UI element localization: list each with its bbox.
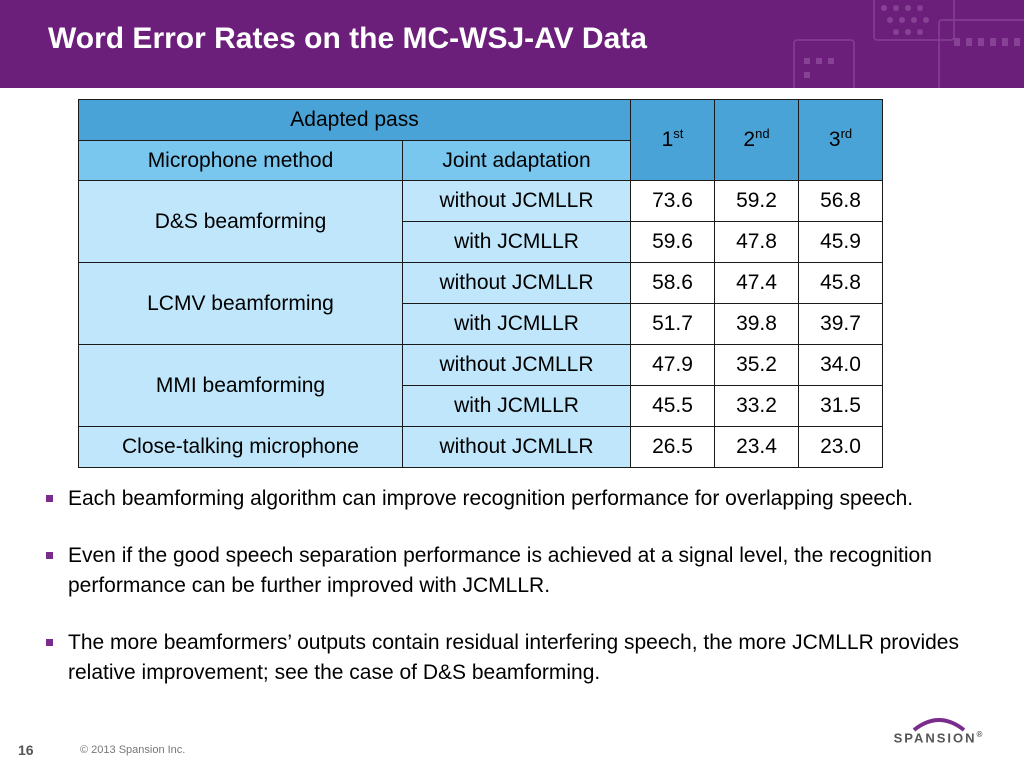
value-cell: 31.5 [798,385,883,427]
method-cell: Close-talking microphone [78,426,403,468]
list-item: Each beamforming algorithm can improve r… [44,484,1004,514]
copyright-text: © 2013 Spansion Inc. [80,744,186,756]
value-cell: 39.7 [798,303,883,345]
value-cell: 47.4 [714,262,799,304]
table-row: MMI beamforming without JCMLLR 47.9 35.2… [78,344,883,427]
method-cell: MMI beamforming [78,344,403,427]
page-number: 16 [18,742,34,758]
value-cell: 73.6 [630,180,715,222]
value-cell: 34.0 [798,344,883,386]
square-bullet-icon [46,495,53,502]
method-cell: LCMV beamforming [78,262,403,345]
header-adapted-pass: Adapted pass [78,99,631,141]
square-bullet-icon [46,552,53,559]
wer-table-container: Adapted pass 1st 2nd 3rd Microphone meth… [78,99,883,468]
bullet-text: Each beamforming algorithm can improve r… [68,487,914,510]
bullet-text: The more beamformers’ outputs contain re… [68,631,959,684]
slide-header: Word Error Rates on the MC-WSJ-AV Data [0,0,1024,88]
adaptation-cell: without JCMLLR [402,344,631,386]
value-cell: 45.8 [798,262,883,304]
table-row: LCMV beamforming without JCMLLR 58.6 47.… [78,262,883,345]
logo-wordmark: SPANSION® [884,730,994,745]
pass-suffix: rd [840,126,853,141]
header-pass-1: 1st [630,99,715,181]
logo-name: SPANSION [893,730,977,746]
value-cell: 47.8 [714,221,799,263]
bullet-list: Each beamforming algorithm can improve r… [44,484,1004,715]
value-cell: 35.2 [714,344,799,386]
value-cell: 26.5 [630,426,715,468]
chip-decoration-icon [793,0,1024,88]
value-cell: 45.9 [798,221,883,263]
pass-suffix: st [673,126,684,141]
value-cell: 51.7 [630,303,715,345]
pass-number: 2 [743,128,756,151]
pass-suffix: nd [755,126,770,141]
value-cell: 39.8 [714,303,799,345]
table-row: Close-talking microphone without JCMLLR … [78,426,883,468]
list-item: Even if the good speech separation perfo… [44,541,1004,601]
logo-registered-mark: ® [976,730,985,739]
adaptation-cell: without JCMLLR [402,262,631,304]
adaptation-cell: with JCMLLR [402,221,631,263]
wer-table: Adapted pass 1st 2nd 3rd Microphone meth… [78,99,883,468]
adaptation-cell: without JCMLLR [402,180,631,222]
value-cell: 58.6 [630,262,715,304]
list-item: The more beamformers’ outputs contain re… [44,628,1004,688]
spansion-logo: SPANSION® [884,712,994,760]
pass-number: 3 [828,128,841,151]
square-bullet-icon [46,639,53,646]
value-cell: 23.4 [714,426,799,468]
table-row: D&S beamforming without JCMLLR 73.6 59.2… [78,180,883,263]
slide-title: Word Error Rates on the MC-WSJ-AV Data [48,22,647,55]
value-cell: 45.5 [630,385,715,427]
pass-number: 1 [661,128,674,151]
adaptation-cell: without JCMLLR [402,426,631,468]
value-cell: 47.9 [630,344,715,386]
header-pass-3: 3rd [798,99,883,181]
header-pass-2: 2nd [714,99,799,181]
header-microphone-method: Microphone method [78,140,403,181]
adaptation-cell: with JCMLLR [402,385,631,427]
value-cell: 59.6 [630,221,715,263]
adaptation-cell: with JCMLLR [402,303,631,345]
value-cell: 23.0 [798,426,883,468]
bullet-text: Even if the good speech separation perfo… [68,544,932,597]
value-cell: 33.2 [714,385,799,427]
header-joint-adaptation: Joint adaptation [402,140,631,181]
logo-swoosh-icon [912,718,966,732]
method-cell: D&S beamforming [78,180,403,263]
value-cell: 59.2 [714,180,799,222]
value-cell: 56.8 [798,180,883,222]
